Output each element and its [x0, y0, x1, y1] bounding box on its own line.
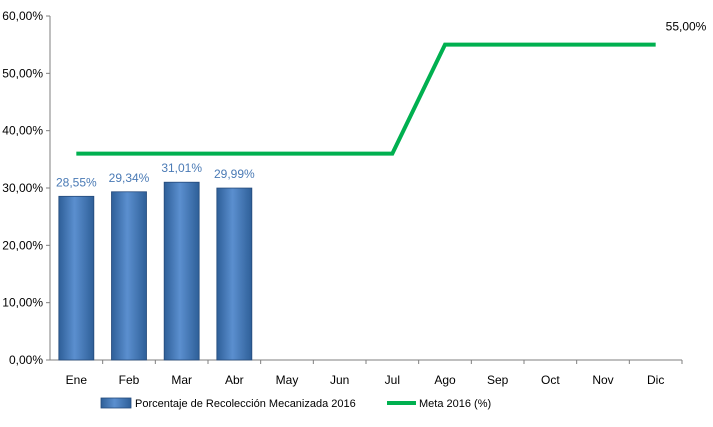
x-tick-label: Nov — [592, 373, 613, 387]
legend: Porcentaje de Recolección Mecanizada 201… — [100, 397, 491, 410]
goal-end-label: 55,00% — [666, 20, 707, 34]
y-tick-label: 50,00% — [2, 66, 43, 80]
bar — [111, 191, 147, 361]
x-tick-label: Jun — [330, 373, 349, 387]
x-tick-label: Jul — [385, 373, 400, 387]
bar — [163, 181, 200, 361]
data-labels: 28,55% 29,34% 31,01% 29,99% 55,00% — [56, 20, 707, 190]
bar-data-label: 31,01% — [161, 161, 202, 175]
bar-series — [58, 181, 253, 361]
y-tick-label: 30,00% — [2, 181, 43, 195]
y-tick-label: 10,00% — [2, 296, 43, 310]
y-tick-label: 0,00% — [9, 353, 43, 367]
bar-data-label: 29,34% — [109, 171, 150, 185]
y-tick-label: 40,00% — [2, 124, 43, 138]
bar — [216, 187, 253, 361]
goal-line — [76, 42, 656, 156]
y-tick-label: 20,00% — [2, 238, 43, 252]
legend-bar-label: Porcentaje de Recolección Mecanizada 201… — [135, 398, 356, 410]
x-tick-label: Mar — [171, 373, 192, 387]
x-tick-label: Ene — [66, 373, 88, 387]
legend-line-label: Meta 2016 (%) — [419, 398, 491, 410]
x-tick-label: May — [276, 373, 299, 387]
axes: 0,00% 10,00% 20,00% 30,00% 40,00% 50,00% 60,00… — [2, 9, 683, 387]
x-tick-label: Dic — [647, 373, 664, 387]
x-tick-label: Ago — [434, 373, 456, 387]
bar-data-label: 29,99% — [214, 167, 255, 181]
line-series — [76, 42, 656, 156]
x-tick-label: Abr — [225, 373, 244, 387]
legend-bar-swatch — [100, 397, 132, 409]
bar — [58, 195, 95, 361]
bar-data-label: 28,55% — [56, 175, 97, 189]
y-tick-label: 60,00% — [2, 9, 43, 23]
x-tick-label: Feb — [119, 373, 140, 387]
x-tick-label: Oct — [541, 373, 560, 387]
x-tick-label: Sep — [487, 373, 509, 387]
